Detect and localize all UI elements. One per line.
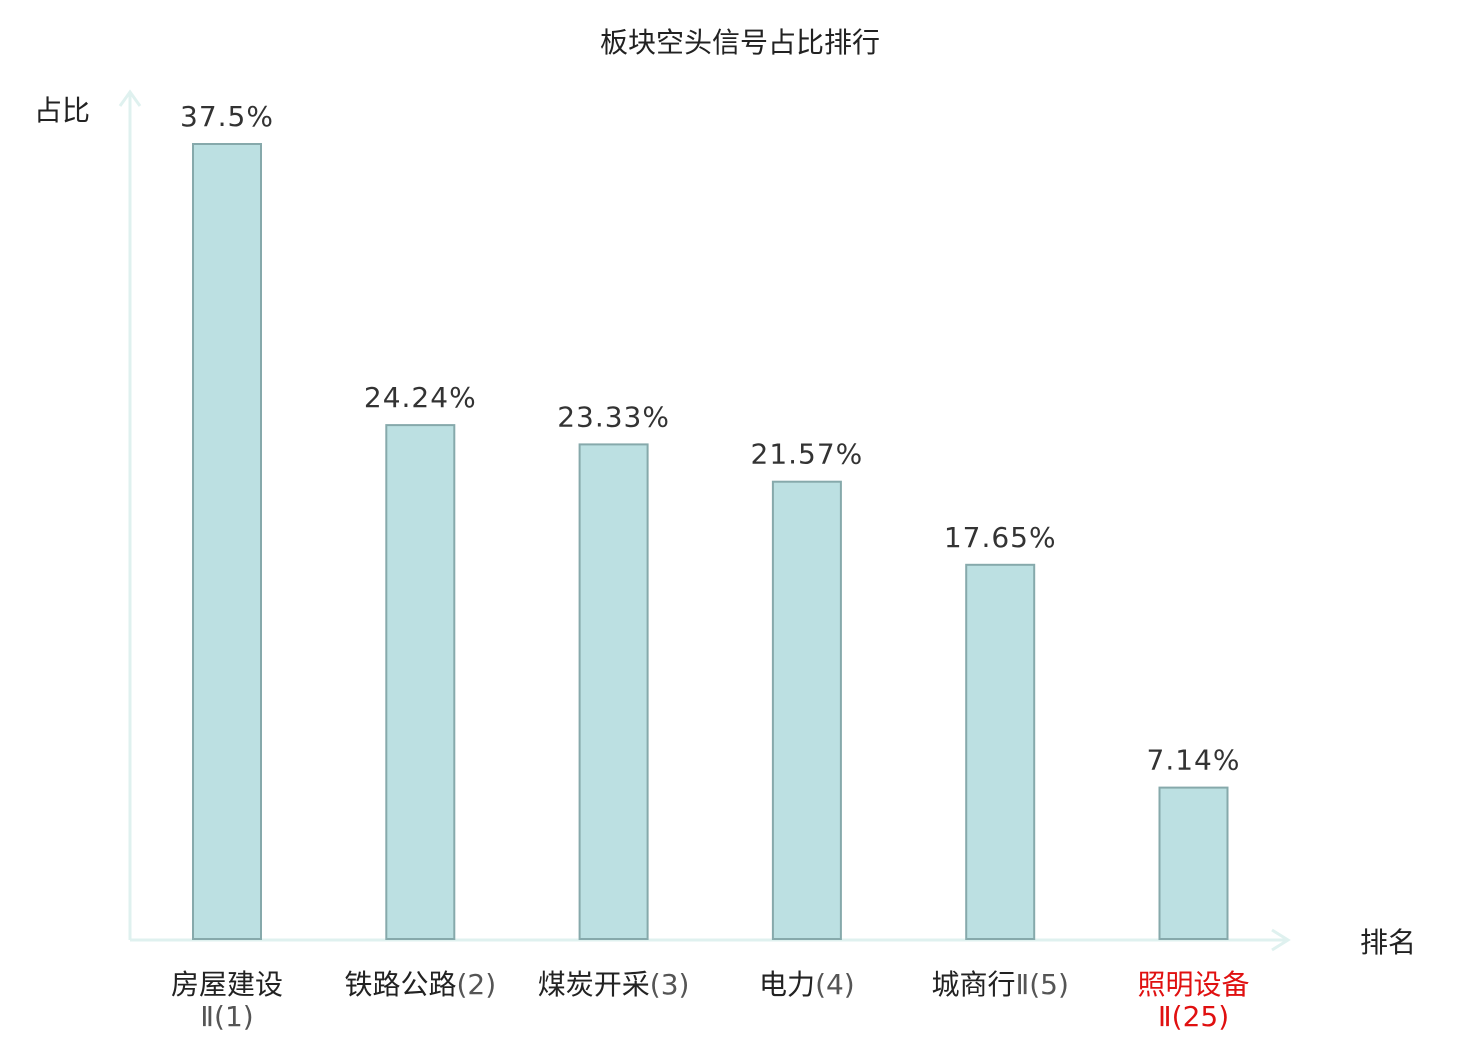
category-label: 铁路公路(2) <box>344 968 496 1001</box>
bar-value-label: 17.65% <box>944 521 1057 554</box>
bar <box>385 424 456 941</box>
category-name: 电力 <box>759 968 815 1001</box>
x-axis-arrow <box>1271 928 1291 952</box>
category-name: 城商行 <box>931 968 1015 1001</box>
bars-group <box>192 143 1229 941</box>
category-label: 煤炭开采(3) <box>538 968 690 1001</box>
category-label: 电力(4) <box>759 968 855 1001</box>
x-axis-title: 排名 <box>1360 926 1416 959</box>
category-rank: (2) <box>456 968 496 1001</box>
bar-value-label: 24.24% <box>364 381 477 414</box>
bar-value-label: 23.33% <box>557 400 670 433</box>
category-label: 城商行Ⅱ(5) <box>931 968 1068 1001</box>
bar <box>578 443 649 940</box>
category-rank-label: Ⅱ(25) <box>1158 1000 1229 1033</box>
category-name: 煤炭开采 <box>538 968 650 1001</box>
category-rank: (3) <box>650 968 690 1001</box>
bar-value-label: 7.14% <box>1147 744 1241 777</box>
x-axis <box>130 928 1291 952</box>
category-name: 铁路公路 <box>344 968 456 1001</box>
bar <box>965 563 1036 940</box>
y-axis-title: 占比 <box>34 94 90 127</box>
category-label: 房屋建设 <box>171 968 283 1001</box>
category-rank-label: Ⅱ(1) <box>200 1000 253 1033</box>
bar-value-label: 37.5% <box>180 100 274 133</box>
category-rank: Ⅱ(5) <box>1015 968 1068 1001</box>
y-axis <box>118 89 142 940</box>
y-axis-arrow <box>118 89 142 107</box>
bar-value-label: 21.57% <box>751 438 864 471</box>
bar <box>192 143 262 940</box>
category-rank: (4) <box>815 968 855 1001</box>
chart-title: 板块空头信号占比排行 <box>600 26 880 59</box>
bar <box>771 480 842 940</box>
bar <box>1158 786 1229 940</box>
category-label: 照明设备 <box>1137 968 1249 1001</box>
value-labels-group: 37.5% 24.24% 23.33% 21.57% 17.65% 7.14% <box>180 100 1241 777</box>
